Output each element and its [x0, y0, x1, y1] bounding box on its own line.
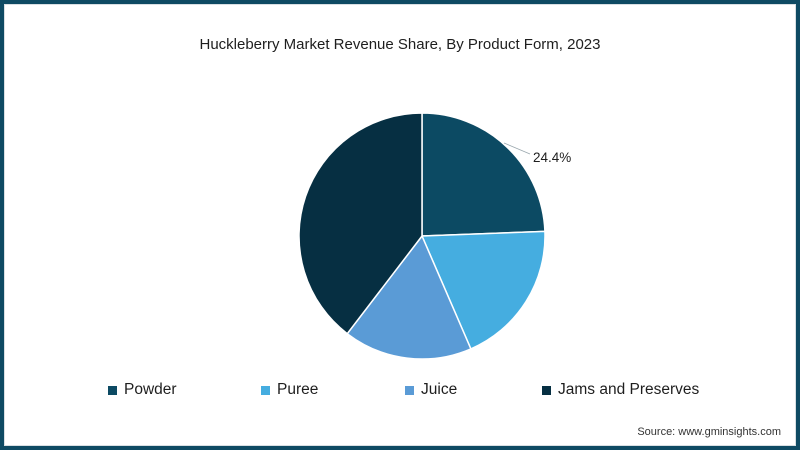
- legend-item-puree: Puree: [261, 381, 318, 399]
- label-leader-line: [503, 142, 531, 155]
- source-note: Source: www.gminsights.com: [637, 426, 781, 438]
- legend-item-powder: Powder: [108, 381, 177, 399]
- legend-swatch-jams: [542, 385, 551, 395]
- legend-swatch-puree: [261, 385, 270, 395]
- pie-slice-juice: [346, 234, 472, 360]
- pie-slice-powder: [421, 112, 546, 237]
- legend-label: Puree: [277, 381, 319, 398]
- legend-label: Juice: [421, 381, 458, 398]
- chart-title: Huckleberry Market Revenue Share, By Pro…: [199, 36, 601, 53]
- legend: Powder Puree Juice Jams and Preserves: [0, 381, 800, 401]
- legend-swatch-powder: [108, 385, 117, 395]
- legend-label: Powder: [124, 381, 177, 398]
- legend-item-juice: Juice: [405, 381, 457, 399]
- pie-slice-puree: [420, 230, 546, 350]
- legend-swatch-juice: [405, 385, 414, 395]
- legend-label: Jams and Preserves: [558, 381, 700, 398]
- data-label-powder: 24.4%: [533, 150, 571, 165]
- legend-item-jams-and-preserves: Jams and Preserves: [542, 381, 699, 399]
- pie-slice-jams-and-preserves: [298, 112, 423, 335]
